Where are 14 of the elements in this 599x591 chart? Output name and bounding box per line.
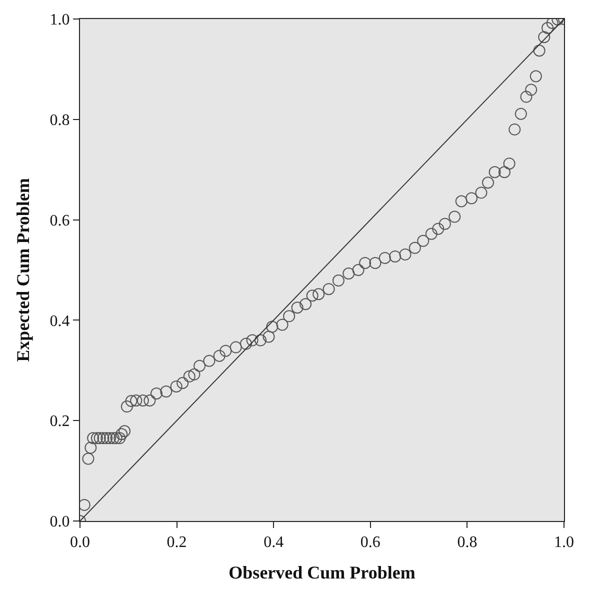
y-axis-title: Expected Cum Problem [13,178,33,362]
y-tick-label: 0.4 [50,312,70,330]
x-tick-label: 0.4 [264,534,284,552]
y-tick-label: 0.8 [50,112,70,129]
y-tick-label: 0.6 [50,212,70,230]
y-tick-label: 1.0 [50,12,70,29]
x-tick-label: 1.0 [554,534,574,552]
y-tick-label: 0.0 [50,514,70,531]
x-tick-label: 0.6 [360,534,380,552]
x-tick-label: 0.0 [70,534,90,552]
y-tick-label: 0.2 [50,413,70,430]
x-axis-title: Observed Cum Problem [228,562,416,582]
x-tick-label: 0.2 [166,534,187,552]
x-tick-label: 0.8 [457,534,478,552]
